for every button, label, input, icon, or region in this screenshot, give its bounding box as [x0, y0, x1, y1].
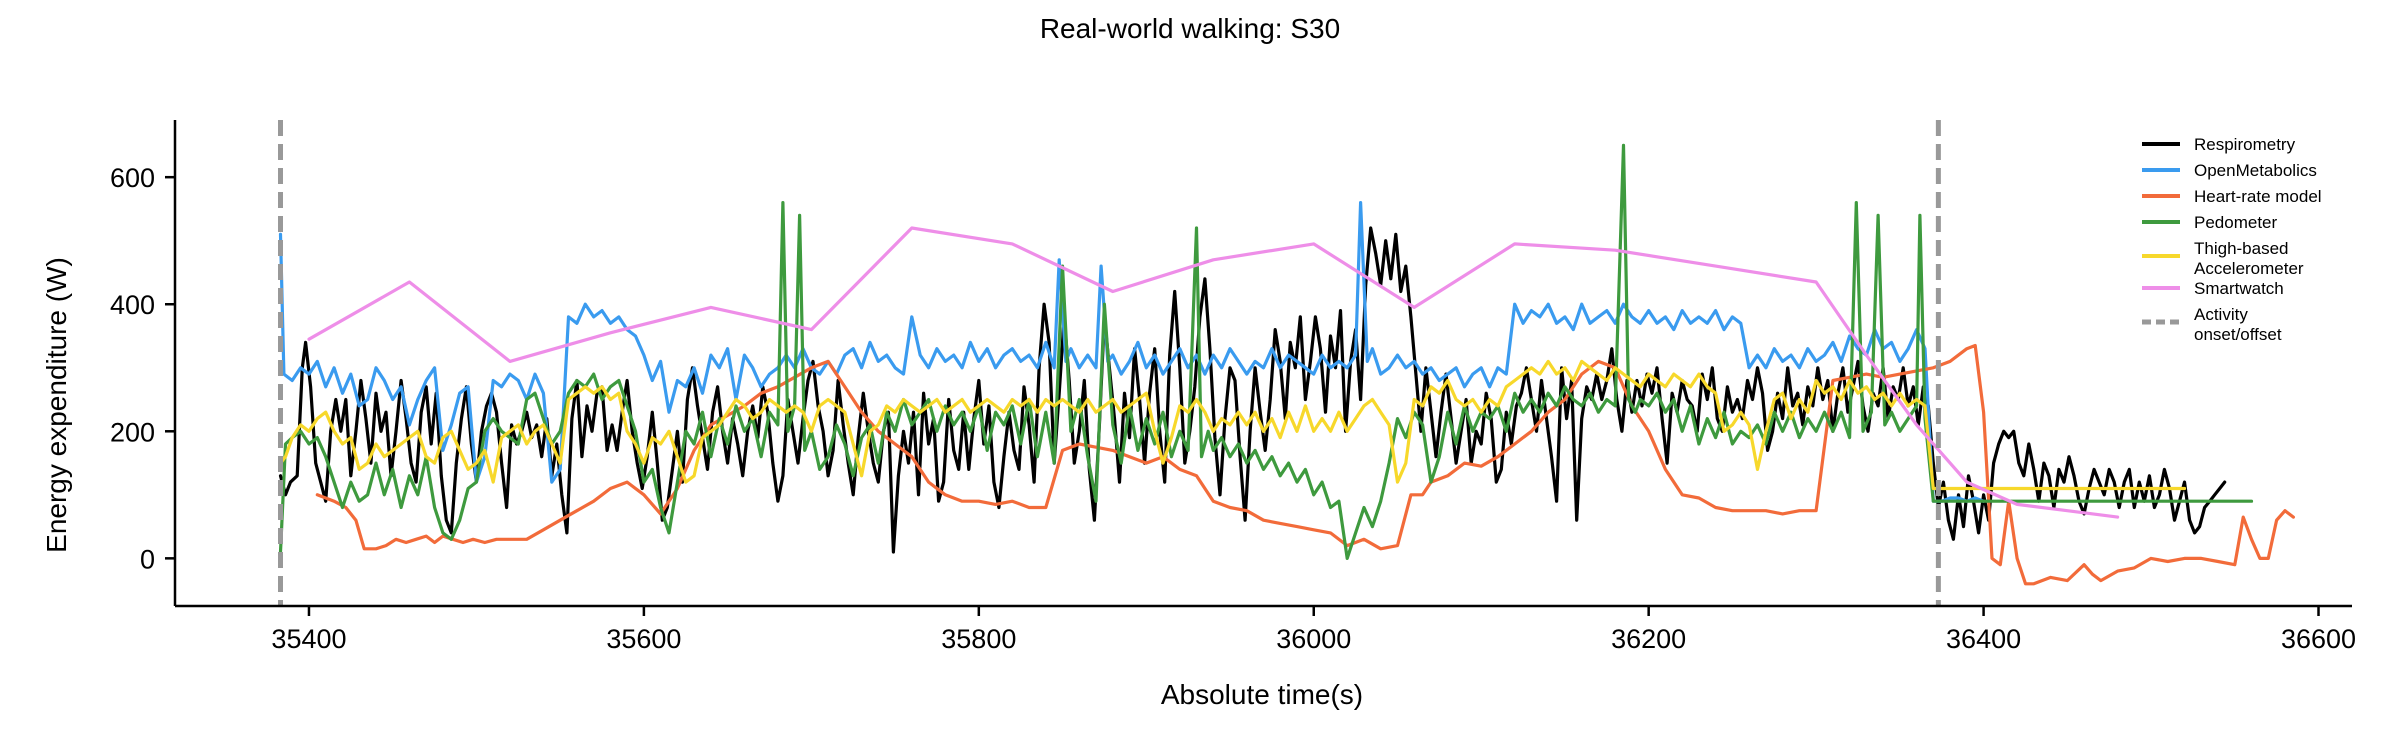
legend-label-activity-onset-offset: onset/offset: [2194, 325, 2282, 344]
x-tick-label: 36000: [1276, 624, 1351, 654]
y-axis-label: Energy expenditure (W): [41, 257, 72, 553]
series-line-smartwatch: [307, 226, 2120, 519]
y-tick-label: 400: [110, 290, 155, 320]
x-tick-label: 35800: [941, 624, 1016, 654]
legend-label-openmetabolics: OpenMetabolics: [2194, 161, 2317, 180]
x-tick-label: 35400: [271, 624, 346, 654]
x-tick-label: 36600: [2281, 624, 2356, 654]
x-axis-label: Absolute time(s): [1161, 679, 1363, 710]
legend-label-smartwatch: Smartwatch: [2194, 279, 2284, 298]
legend: Respirometry OpenMetabolics Heart-rate mod…: [2142, 135, 2322, 344]
series-line-thigh-based-accelerometer: [278, 359, 2187, 491]
chart-title: Real-world walking: S30: [1040, 13, 1340, 44]
axes: [173, 120, 2352, 608]
x-tick-label: 35600: [606, 624, 681, 654]
series-line-heart-rate-model: [315, 343, 2295, 586]
series-line-openmetabolics: [278, 201, 1986, 503]
x-ticks: 35400 35600 35800 36000 36200 36400 36600: [271, 606, 2356, 654]
x-tick-label: 36200: [1611, 624, 1686, 654]
x-tick-label: 36400: [1946, 624, 2021, 654]
legend-label-thigh-based-accelerometer: Thigh-based: [2194, 239, 2289, 258]
legend-label-activity-onset-offset: Activity: [2194, 305, 2248, 324]
plot-area: [278, 143, 2295, 586]
legend-label-respirometry: Respirometry: [2194, 135, 2296, 154]
series-line-pedometer: [278, 143, 2254, 560]
y-tick-label: 200: [110, 417, 155, 447]
y-tick-label: 600: [110, 163, 155, 193]
legend-label-pedometer: Pedometer: [2194, 213, 2277, 232]
series-line-respirometry: [278, 226, 2227, 554]
y-ticks: 0 200 400 600: [110, 163, 175, 574]
y-tick-label: 0: [140, 544, 155, 574]
legend-label-thigh-based-accelerometer: Accelerometer: [2194, 259, 2304, 278]
legend-label-heart-rate-model: Heart-rate model: [2194, 187, 2322, 206]
activity-onset-offset-lines: [278, 120, 1941, 606]
